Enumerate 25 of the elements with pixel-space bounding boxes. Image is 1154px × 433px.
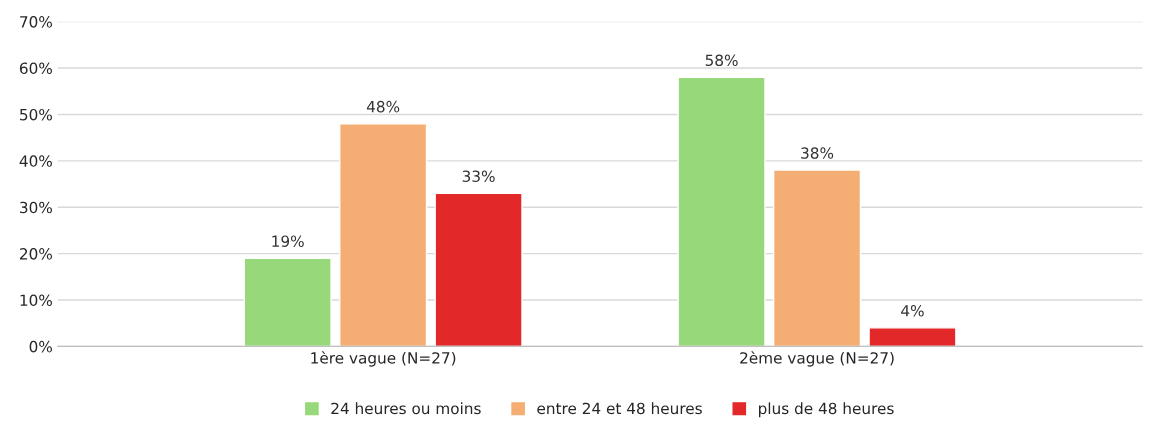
legend-label: entre 24 et 48 heures (537, 402, 702, 415)
x-tick-label: 1ère vague (N=27) (311, 351, 456, 367)
bar (677, 76, 766, 347)
bar (339, 123, 428, 347)
y-tick-label: 20% (20, 248, 52, 260)
y-tick-label: 60% (19, 62, 52, 75)
data-label: 48% (366, 100, 400, 113)
y-tick-label: 50% (20, 108, 52, 121)
y-tick-label: 70% (20, 16, 52, 28)
y-tick-label: 30% (20, 201, 52, 214)
bar (868, 327, 957, 347)
data-label: 38% (801, 147, 834, 159)
bar (772, 169, 862, 347)
x-tick-label: 2ème vague (N=27) (740, 351, 894, 367)
legend-label: plus de 48 heures (759, 402, 894, 418)
legend-label: 24 heures ou moins (331, 402, 481, 415)
data-label: 4% (901, 304, 924, 317)
y-tick-label: 0% (29, 340, 52, 353)
bar (243, 257, 332, 347)
y-tick-label: 10% (20, 294, 52, 307)
bar (434, 192, 523, 347)
data-label: 58% (705, 54, 738, 67)
data-label: 19% (272, 235, 304, 247)
y-tick-label: 40% (19, 155, 52, 167)
data-label: 33% (462, 170, 495, 183)
